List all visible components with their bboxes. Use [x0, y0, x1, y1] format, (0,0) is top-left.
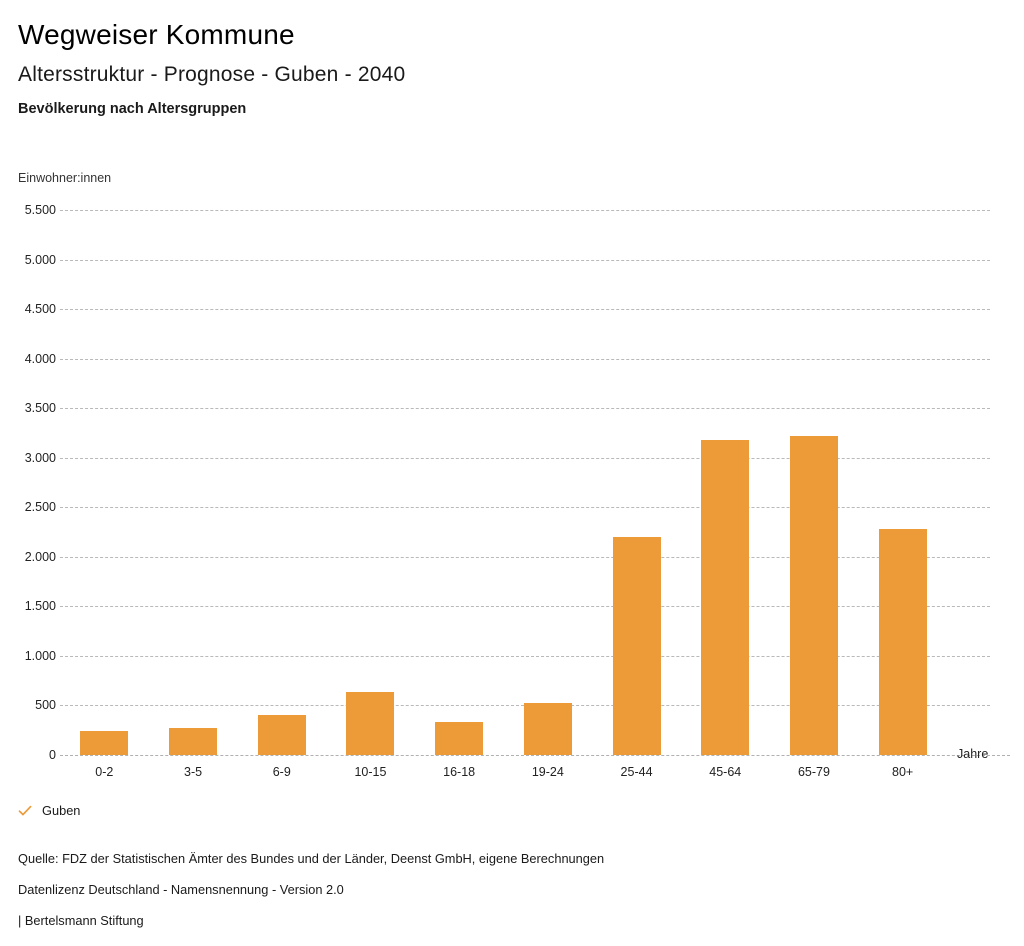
bar-6-9[interactable] [257, 715, 306, 755]
gridline [60, 556, 990, 558]
chart-legend: Guben [18, 803, 80, 818]
y-axis-tick-label: 500 [35, 698, 56, 713]
x-axis-tick-label: 19-24 [531, 765, 564, 779]
gridline [60, 408, 990, 410]
y-axis-label: Einwohner:innen [18, 171, 112, 185]
y-axis-tick-label: 3.500 [24, 401, 56, 416]
x-axis-tick-label: 65-79 [797, 765, 830, 779]
gridline [60, 210, 990, 211]
bar-19-24[interactable] [523, 703, 572, 755]
y-axis-tick-label: 2.000 [24, 549, 56, 564]
y-axis-tick-label: 2.500 [24, 500, 56, 515]
gridline [60, 655, 990, 657]
y-axis-tick-label: 4.000 [24, 351, 56, 366]
legend-item-guben[interactable]: Guben [18, 803, 80, 818]
chart-footer: Quelle: FDZ der Statistischen Ämter des … [18, 843, 978, 936]
footer-publisher: | Bertelsmann Stiftung [18, 913, 144, 928]
x-axis-tick-label: 0-2 [95, 765, 114, 779]
gridline [60, 457, 990, 459]
legend-item-label: Guben [42, 803, 81, 818]
gridline [60, 309, 990, 311]
chart-subtitle: Bevölkerung nach Altersgruppen [18, 101, 247, 117]
bar-10-15[interactable] [346, 691, 395, 755]
footer-license: Datenlizenz Deutschland - Namensnennung … [18, 882, 344, 897]
x-axis-tick-label: 3-5 [184, 765, 203, 779]
y-axis-tick-label: 5.000 [24, 252, 56, 267]
bar-25-44[interactable] [612, 537, 661, 755]
gridline [60, 507, 990, 509]
gridline [60, 606, 990, 608]
bar-80+[interactable] [878, 528, 927, 755]
x-axis-tick-label: 16-18 [443, 765, 476, 779]
y-axis-tick-label: 1.500 [24, 599, 56, 614]
y-axis-tick-label: 3.000 [24, 450, 56, 465]
y-axis-tick-label: 0 [49, 748, 56, 762]
x-axis-tick-label: 80+ [892, 765, 914, 779]
x-axis-tick-label: 6-9 [272, 765, 291, 779]
check-icon [18, 804, 32, 818]
gridline [60, 358, 990, 360]
y-axis-tick-label: 1.000 [24, 648, 56, 663]
gridline [60, 705, 990, 707]
x-axis-label: Jahre [957, 747, 989, 761]
bar-65-79[interactable] [789, 436, 838, 755]
chart-title: Altersstruktur - Prognose - Guben - 2040 [18, 63, 406, 86]
x-axis-tick-label: 45-64 [709, 765, 742, 779]
bar-3-5[interactable] [169, 728, 218, 755]
chart-header: Wegweiser Kommune Altersstruktur - Progn… [0, 0, 1024, 119]
gridline [60, 755, 1010, 756]
gridline [60, 259, 990, 261]
footer-source: Quelle: FDZ der Statistischen Ämter des … [18, 851, 605, 866]
y-axis-tick-label: 4.500 [24, 302, 56, 317]
page-title: Wegweiser Kommune [18, 19, 295, 50]
bar-0-2[interactable] [80, 731, 129, 755]
bar-16-18[interactable] [435, 721, 484, 755]
x-axis-tick-label: 25-44 [620, 765, 653, 779]
y-axis-tick-label: 5.500 [24, 203, 56, 217]
bar-45-64[interactable] [701, 439, 750, 755]
x-axis-tick-label: 10-15 [354, 765, 387, 779]
